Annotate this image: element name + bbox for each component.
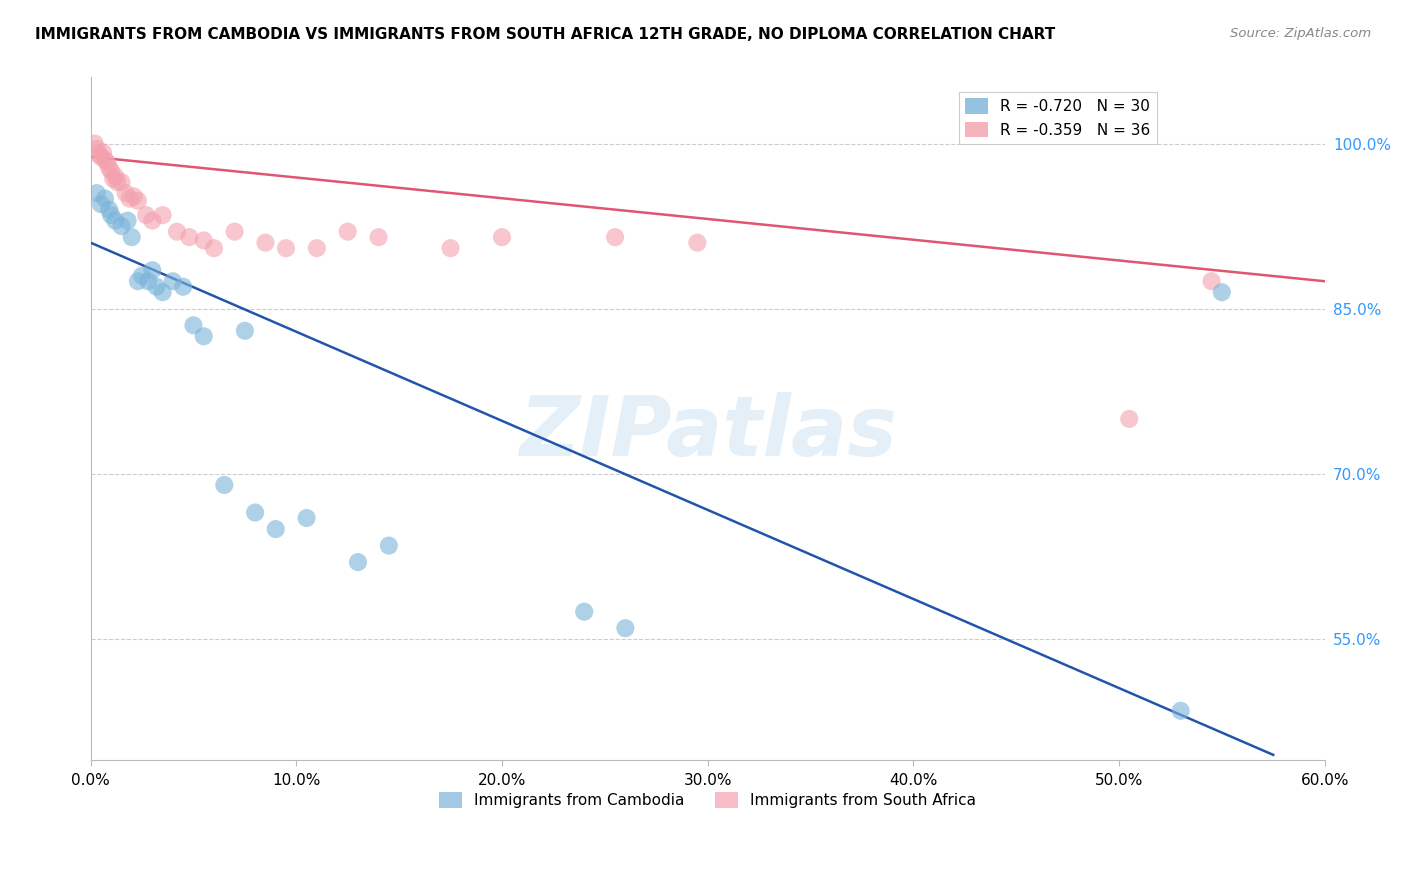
Point bbox=[94, 192, 117, 206]
Legend: Immigrants from Cambodia, Immigrants from South Africa: Immigrants from Cambodia, Immigrants fro… bbox=[433, 786, 983, 814]
Point bbox=[103, 171, 125, 186]
Point bbox=[243, 506, 266, 520]
Point bbox=[224, 225, 246, 239]
Point bbox=[110, 175, 132, 189]
Point bbox=[127, 194, 149, 208]
Point bbox=[1211, 285, 1233, 300]
Point bbox=[166, 225, 188, 239]
Point bbox=[614, 621, 637, 635]
Point bbox=[141, 263, 163, 277]
Point bbox=[162, 274, 184, 288]
Point bbox=[117, 213, 139, 227]
Point bbox=[131, 268, 153, 283]
Point bbox=[110, 219, 132, 234]
Text: IMMIGRANTS FROM CAMBODIA VS IMMIGRANTS FROM SOUTH AFRICA 12TH GRADE, NO DIPLOMA : IMMIGRANTS FROM CAMBODIA VS IMMIGRANTS F… bbox=[35, 27, 1056, 42]
Point bbox=[135, 208, 157, 222]
Point bbox=[105, 175, 128, 189]
Point bbox=[274, 241, 297, 255]
Point bbox=[254, 235, 277, 250]
Point bbox=[136, 274, 159, 288]
Point bbox=[1170, 704, 1192, 718]
Point bbox=[214, 478, 236, 492]
Point bbox=[86, 186, 108, 200]
Point bbox=[686, 235, 709, 250]
Point bbox=[179, 230, 201, 244]
Point bbox=[193, 329, 215, 343]
Point bbox=[347, 555, 370, 569]
Point bbox=[367, 230, 389, 244]
Point bbox=[603, 230, 626, 244]
Point bbox=[141, 213, 163, 227]
Point bbox=[295, 511, 318, 525]
Point bbox=[98, 202, 121, 217]
Point bbox=[127, 274, 149, 288]
Point bbox=[86, 142, 108, 156]
Point bbox=[104, 169, 127, 184]
Point bbox=[193, 234, 215, 248]
Point bbox=[183, 318, 205, 333]
Point bbox=[100, 208, 122, 222]
Point bbox=[202, 241, 225, 255]
Point bbox=[152, 285, 174, 300]
Point bbox=[305, 241, 328, 255]
Point bbox=[90, 197, 112, 211]
Point bbox=[439, 241, 461, 255]
Point bbox=[94, 153, 117, 167]
Point bbox=[90, 150, 112, 164]
Point bbox=[172, 279, 194, 293]
Point bbox=[1201, 274, 1223, 288]
Text: ZIPatlas: ZIPatlas bbox=[519, 392, 897, 473]
Point bbox=[122, 189, 145, 203]
Point bbox=[114, 186, 136, 200]
Point bbox=[491, 230, 513, 244]
Point bbox=[233, 324, 256, 338]
Point bbox=[87, 147, 110, 161]
Point bbox=[574, 605, 596, 619]
Point bbox=[1118, 412, 1140, 426]
Point bbox=[91, 145, 114, 160]
Point bbox=[121, 230, 143, 244]
Point bbox=[264, 522, 287, 536]
Point bbox=[145, 279, 167, 293]
Point bbox=[118, 192, 141, 206]
Point bbox=[336, 225, 359, 239]
Point bbox=[104, 213, 127, 227]
Point bbox=[152, 208, 174, 222]
Text: Source: ZipAtlas.com: Source: ZipAtlas.com bbox=[1230, 27, 1371, 40]
Point bbox=[98, 161, 121, 175]
Point bbox=[378, 539, 401, 553]
Point bbox=[83, 136, 105, 151]
Point bbox=[100, 164, 122, 178]
Point bbox=[96, 155, 118, 169]
